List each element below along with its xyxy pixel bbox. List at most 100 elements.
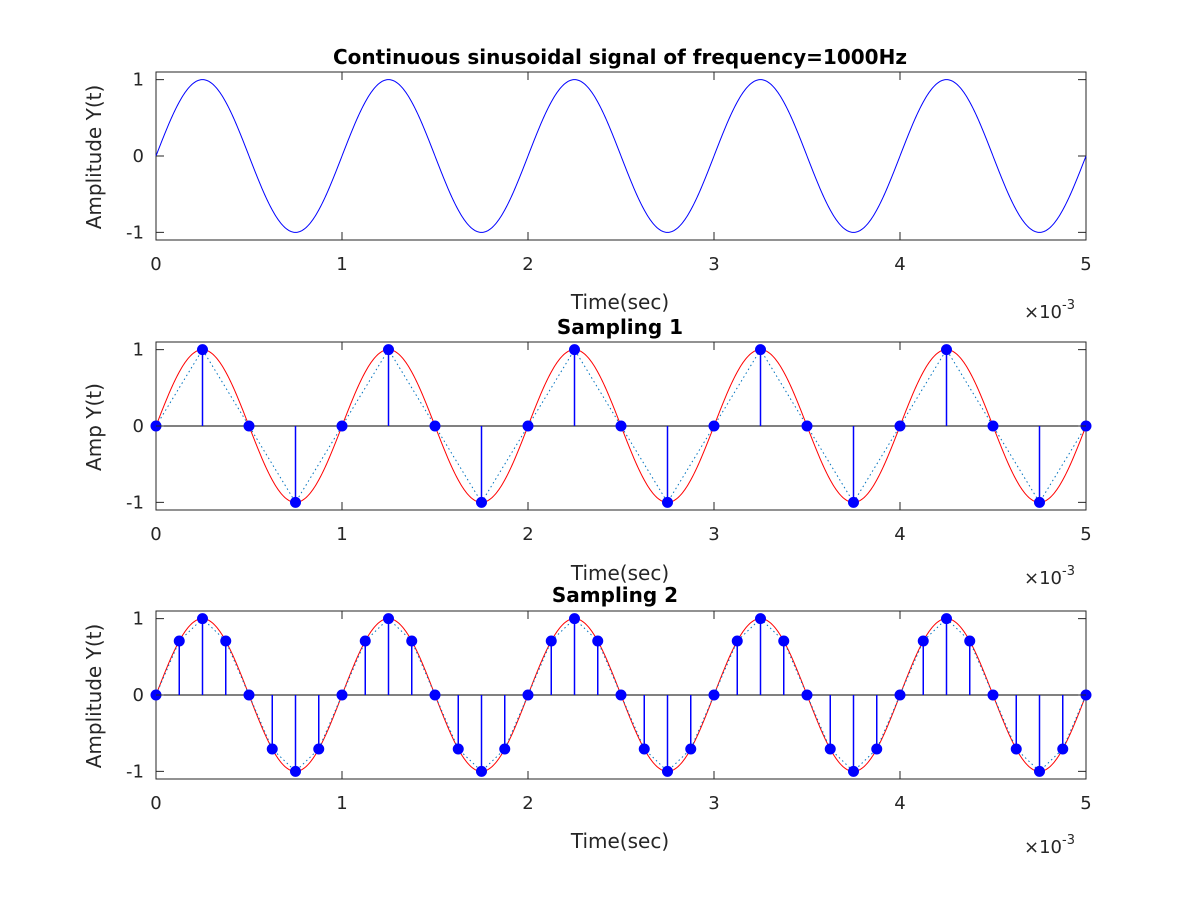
plot-2-sample-marker: [522, 420, 534, 432]
plot-3-sample-marker: [708, 689, 720, 701]
plot-3-sample-marker: [1034, 765, 1045, 777]
plot-3-sample-marker: [1057, 743, 1069, 755]
subplot-1: Continuous sinusoidal signal of frequenc…: [82, 45, 1075, 323]
plot-1: 0 1 2 3 4 5 -1 0 1: [126, 70, 1092, 275]
plot-2-sample-marker: [429, 420, 441, 432]
plot-2-sample-marker: [941, 344, 952, 356]
plot-2-sample-connection: [155, 348, 1087, 504]
plot-1-x-tick-label: 3: [708, 254, 719, 275]
plot-3-sample-marker: [429, 689, 441, 701]
plot-3-sample-marker: [197, 613, 208, 625]
plot-3-sample-marker: [592, 635, 604, 647]
plot-2-sample-marker: [290, 496, 301, 508]
plot-1-y-tick-label: -1: [126, 222, 144, 243]
plot-3-sample-marker: [313, 743, 325, 755]
plot-3-sample-marker: [638, 743, 650, 755]
plot-1-x-tick-label: 1: [336, 254, 347, 275]
subplot-2: Sampling 1 Time(sec) Amp Y(t) ×10-3: [82, 315, 1075, 589]
plot-1-x-tick-label: 0: [150, 254, 161, 275]
plot-3-sample-marker: [778, 635, 790, 647]
plot-3-sample-marker: [615, 689, 627, 701]
plot-3-sample-marker: [871, 743, 883, 755]
plot-3-sample-marker: [964, 635, 976, 647]
plot-3-sample-marker: [801, 689, 813, 701]
plot-3-sample-marker: [894, 689, 906, 701]
plot-3-sample-marker: [243, 689, 255, 701]
subplot-3: Sampling 2 Time(sec) Amplitude Y(t) ×10-…: [82, 583, 1075, 858]
plot-2-sample-marker: [476, 496, 487, 508]
plot-3-sample-marker: [917, 635, 929, 647]
plot-3-sample-marker: [266, 743, 278, 755]
plot-3-sample-marker: [476, 765, 487, 777]
plot-2-sample-marker: [848, 496, 859, 508]
plot-2-x-tick-label: 1: [336, 524, 347, 545]
plot-1-y-tick-label: 0: [133, 146, 144, 167]
subplot-2-title: Sampling 1: [557, 315, 683, 339]
plot-3-sample-marker: [359, 635, 371, 647]
plot-3-x-tick-label: 1: [336, 793, 347, 814]
plot-3-sample-marker: [220, 635, 232, 647]
plot-3-sample-marker: [499, 743, 511, 755]
plot-1-x-tick-label: 4: [894, 254, 905, 275]
plot-3-y-tick-label: -1: [126, 761, 144, 782]
plot-3-sample-marker: [336, 689, 348, 701]
subplot-3-title: Sampling 2: [552, 583, 678, 607]
plot-3-sample-marker: [452, 743, 464, 755]
plot-3-x-tick-label: 5: [1080, 793, 1091, 814]
plot-3-y-tick-label: 1: [133, 609, 144, 630]
plot-3-sample-marker: [545, 635, 557, 647]
subplot-1-xlabel: Time(sec): [570, 290, 669, 314]
plot-3-x-tick-label: 0: [150, 793, 161, 814]
plot-2: 0 1 2 3 4 5 -1 0 1: [126, 340, 1092, 545]
plot-2-y-tick-label: -1: [126, 492, 144, 513]
plot-3-sample-marker: [941, 613, 952, 625]
subplot-2-x-exponent: ×10-3: [1024, 564, 1075, 589]
plot-3-sample-marker: [1010, 743, 1022, 755]
plot-2-sample-marker: [336, 420, 348, 432]
subplot-3-x-exponent: ×10-3: [1024, 833, 1075, 858]
plot-1-y-tick-label: 1: [133, 70, 144, 91]
plot-3-sample-marker: [662, 765, 673, 777]
subplot-3-ylabel: Amplitude Y(t): [82, 624, 106, 769]
plot-3-sample-marker: [685, 743, 697, 755]
plot-2-sample-marker: [894, 420, 906, 432]
plot-3-x-tick-label: 4: [894, 793, 905, 814]
plot-3-sample-marker: [987, 689, 999, 701]
plot-3-sample-marker: [290, 765, 301, 777]
plot-3-sample-marker: [569, 613, 580, 625]
plot-2-x-tick-label: 2: [522, 524, 533, 545]
plot-3-sample-marker: [731, 635, 743, 647]
plot-3-sample-marker: [406, 635, 418, 647]
plot-2-sample-marker: [708, 420, 720, 432]
plot-2-y-tick-label: 1: [133, 340, 144, 361]
plot-2-sample-marker: [569, 344, 580, 356]
plot-3-sample-marker: [755, 613, 766, 625]
plot-1-x-tick-label: 5: [1080, 254, 1091, 275]
plot-3-sample-marker: [173, 635, 185, 647]
plot-3-sample-marker: [522, 689, 534, 701]
plot-2-sample-marker: [1034, 496, 1045, 508]
plot-3-x-tick-label: 2: [522, 793, 533, 814]
plot-2-sample-marker: [801, 420, 813, 432]
plot-3: 0 1 2 3 4 5 -1 0 1: [126, 609, 1092, 814]
plot-2-y-tick-label: 0: [133, 416, 144, 437]
subplot-2-ylabel: Amp Y(t): [82, 383, 106, 471]
plot-1-x-tick-label: 2: [522, 254, 533, 275]
plot-2-x-tick-label: 0: [150, 524, 161, 545]
plot-2-sample-marker: [662, 496, 673, 508]
subplot-1-title: Continuous sinusoidal signal of frequenc…: [333, 45, 907, 69]
plot-2-sample-marker: [755, 344, 766, 356]
plot-3-x-tick-label: 3: [708, 793, 719, 814]
plot-2-sample-marker: [383, 344, 394, 356]
plot-2-sample-marker: [243, 420, 255, 432]
subplot-2-xlabel: Time(sec): [570, 561, 669, 585]
plot-3-sample-marker: [383, 613, 394, 625]
plot-2-sample-marker: [987, 420, 999, 432]
plot-1-signal-line: [155, 79, 1087, 233]
plot-2-x-tick-label: 5: [1080, 524, 1091, 545]
plot-3-sample-marker: [824, 743, 836, 755]
plot-2-sample-marker: [615, 420, 627, 432]
subplot-1-x-exponent: ×10-3: [1024, 298, 1075, 323]
